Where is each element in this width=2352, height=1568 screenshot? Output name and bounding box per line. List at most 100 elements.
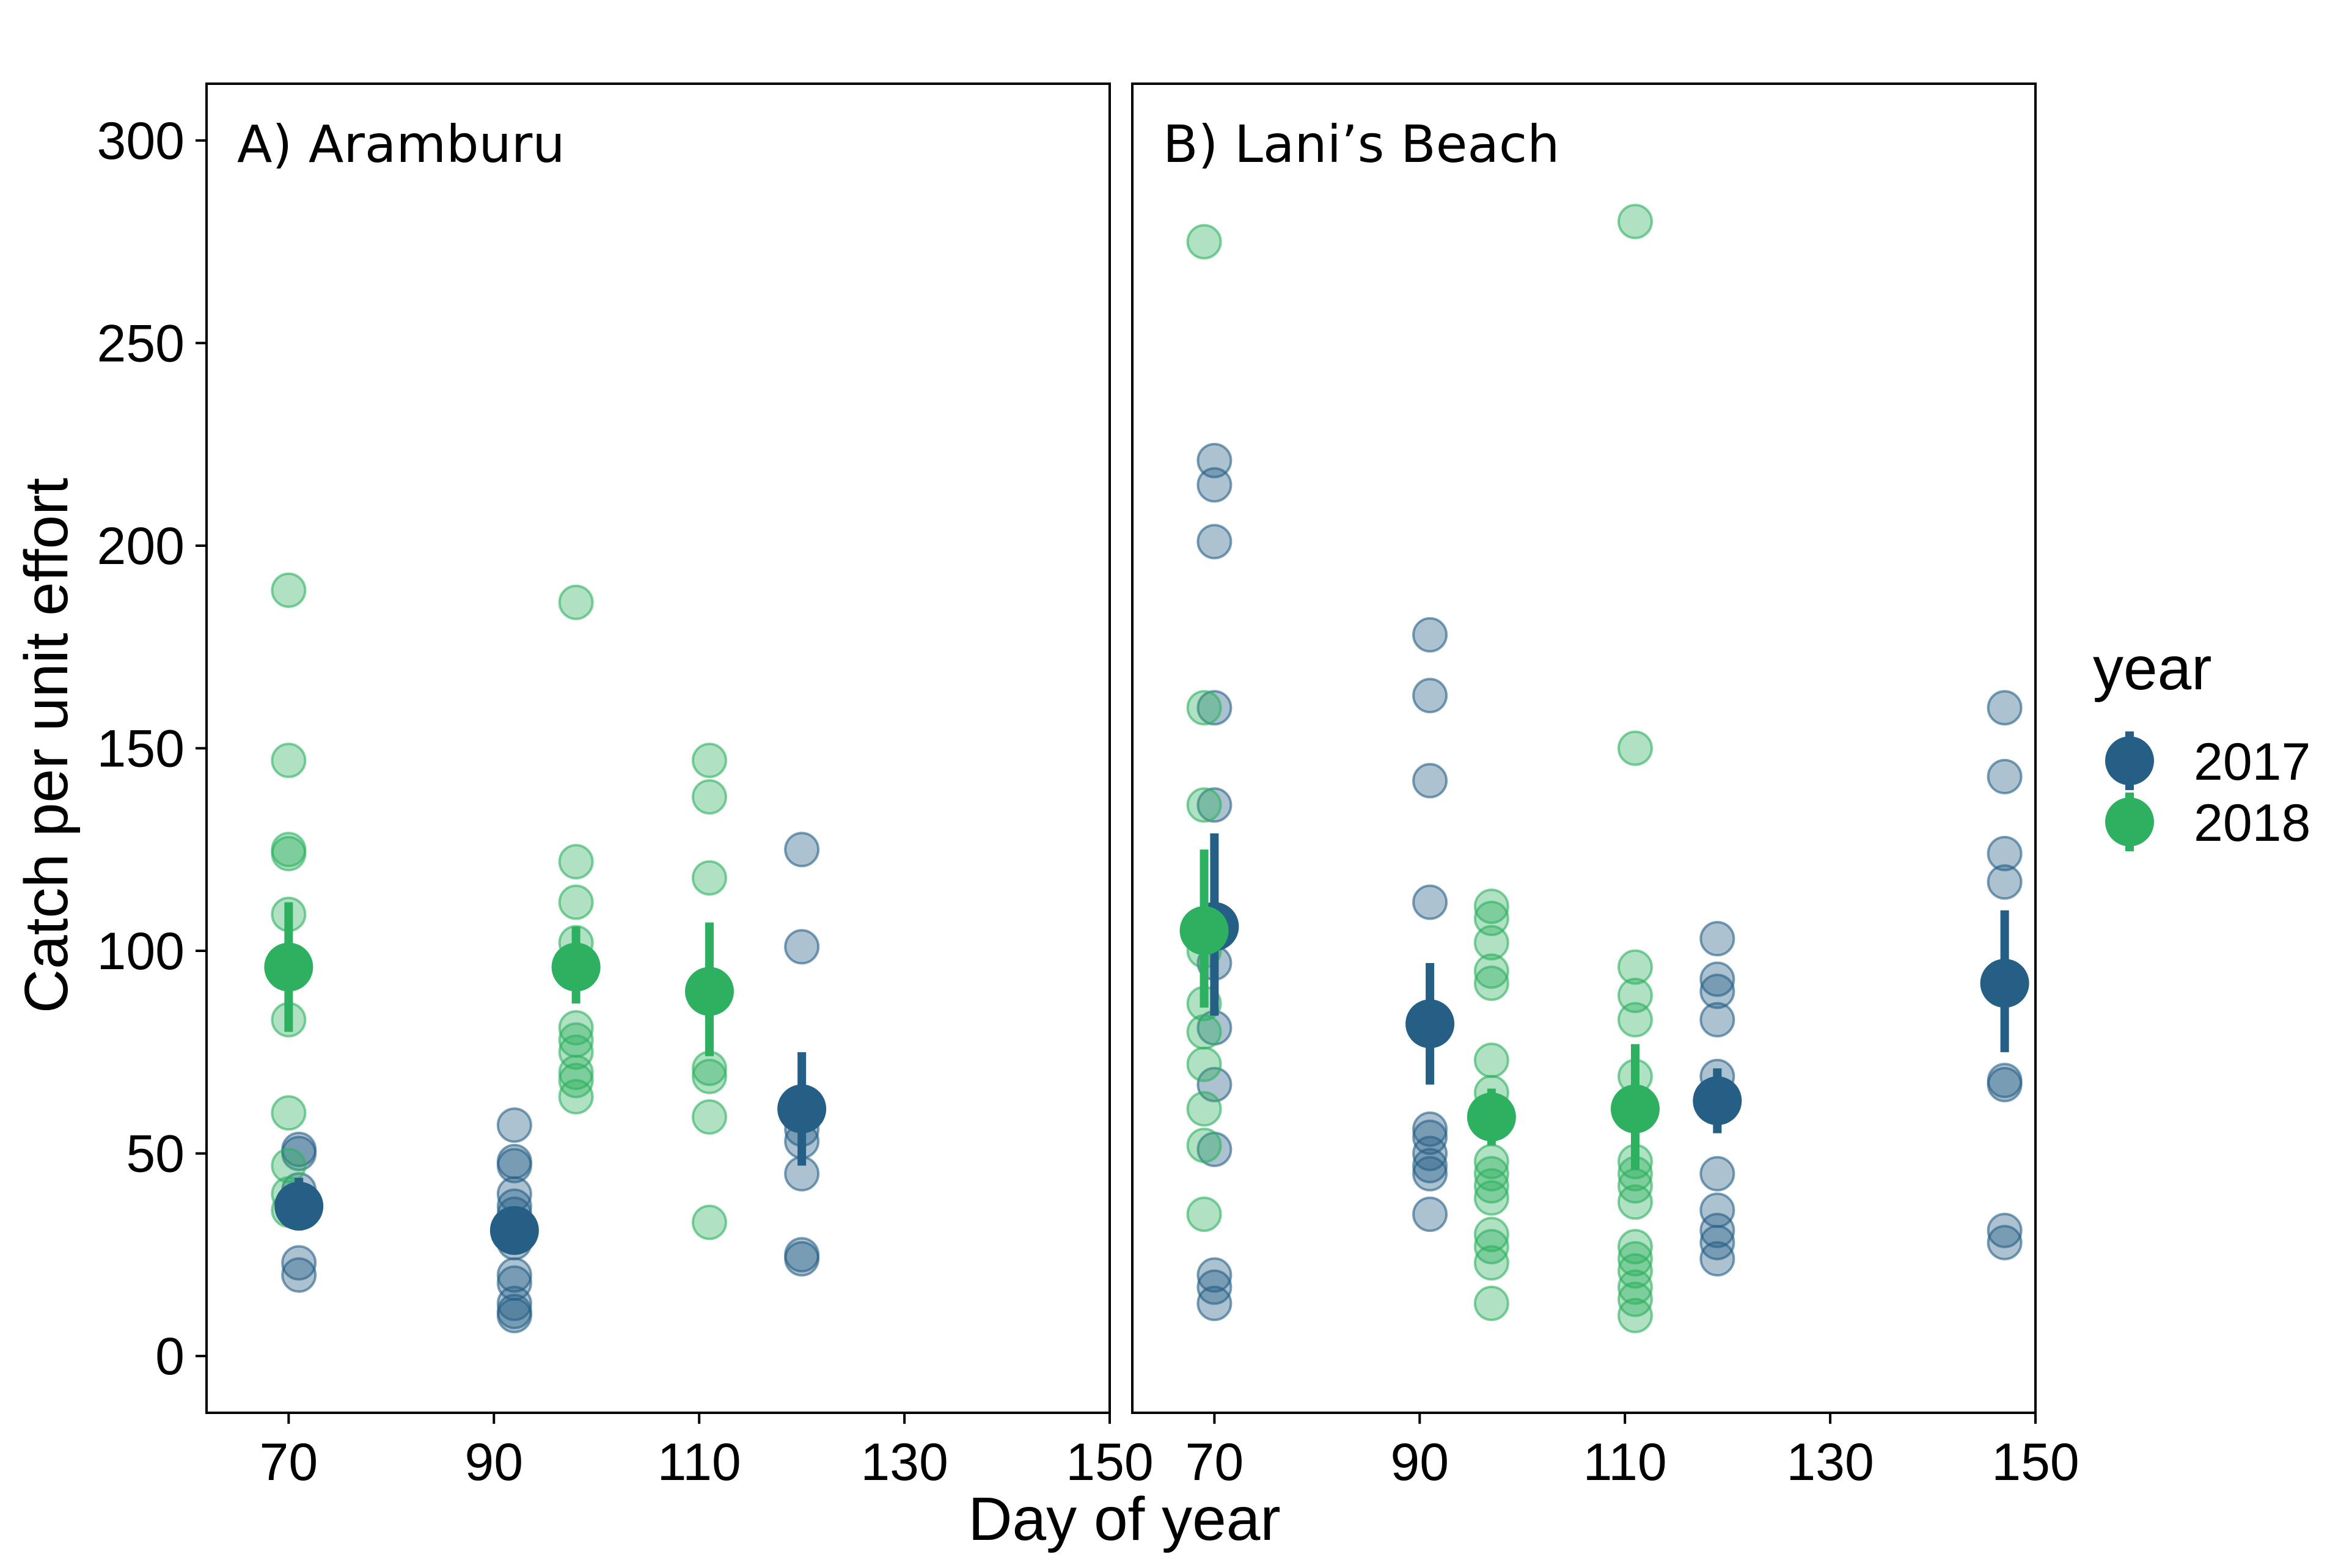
data-point — [271, 1095, 307, 1131]
data-point — [1196, 787, 1233, 823]
panel-b: B) Lani’s Beach 70 90 110 130 150 — [1131, 82, 2079, 1492]
data-point — [1196, 467, 1233, 503]
legend-key-dot — [2105, 797, 2154, 846]
x-tick-label: 150 — [1066, 1433, 1154, 1492]
x-tick-label: 150 — [1991, 1433, 2079, 1492]
data-point — [1196, 442, 1233, 478]
data-point — [691, 1058, 727, 1094]
data-point — [691, 779, 727, 815]
data-point — [1987, 1066, 2023, 1102]
data-point — [496, 1297, 532, 1333]
data-point — [558, 1054, 594, 1090]
x-tick-label: 110 — [658, 1433, 741, 1492]
y-tick-label: 250 — [97, 314, 185, 373]
x-tick-label: 130 — [1786, 1433, 1874, 1492]
data-point — [1987, 835, 2023, 871]
panel-title: A) Aramburu — [237, 114, 565, 174]
series-2018-means — [264, 902, 734, 1057]
data-point — [1473, 901, 1509, 937]
legend-label: 2018 — [2194, 794, 2310, 852]
x-tick-label: 70 — [1185, 1433, 1244, 1492]
series-2018-means — [1179, 849, 1660, 1170]
data-point — [1412, 884, 1448, 920]
legend-key-dot — [2105, 736, 2154, 785]
data-point — [1186, 787, 1222, 823]
data-point — [558, 584, 594, 620]
y-tick-label: 150 — [97, 720, 185, 779]
data-point — [1987, 864, 2023, 900]
x-tick-label: 70 — [260, 1433, 318, 1492]
y-tick-label: 50 — [126, 1125, 185, 1184]
panel-frame — [1131, 82, 2037, 1414]
data-point — [1186, 1127, 1222, 1163]
data-point — [1186, 1014, 1222, 1050]
data-point — [1473, 1156, 1509, 1192]
data-point — [281, 1257, 317, 1293]
data-point — [1196, 690, 1233, 726]
data-point — [1473, 1217, 1509, 1253]
mean-point — [1179, 906, 1229, 955]
data-point — [1412, 1196, 1448, 1233]
panel-title: B) Lani’s Beach — [1163, 114, 1559, 174]
data-point — [1617, 203, 1653, 240]
data-point — [1473, 1285, 1509, 1321]
panel-frame — [205, 82, 1111, 1414]
data-point — [1617, 1229, 1653, 1265]
legend-label: 2017 — [2194, 733, 2310, 791]
x-tick-label: 90 — [1390, 1433, 1449, 1492]
data-point — [1473, 1168, 1509, 1204]
mean-point — [684, 967, 734, 1016]
data-point — [271, 835, 307, 871]
data-point — [1412, 1135, 1448, 1171]
data-point — [691, 742, 727, 779]
data-point — [691, 1204, 727, 1240]
data-point — [1987, 690, 2023, 726]
panel-a: A) Aramburu 70 90 110 130 150 0 50 100 150 200 250 3… — [97, 82, 1154, 1492]
data-point — [1699, 973, 1735, 1009]
data-point — [496, 1257, 532, 1293]
data-point — [1699, 1212, 1735, 1248]
mean-point — [551, 942, 601, 992]
data-point — [1617, 1241, 1653, 1277]
data-point — [1186, 1196, 1222, 1233]
data-point — [1186, 1046, 1222, 1082]
legend-item-2017: 2017 — [2105, 731, 2310, 791]
data-point — [1412, 678, 1448, 714]
y-tick-label: 100 — [97, 922, 185, 981]
data-point — [1196, 1257, 1233, 1293]
mean-point — [264, 942, 313, 992]
data-point — [1617, 1002, 1653, 1038]
x-tick-label: 130 — [860, 1433, 948, 1492]
mean-point — [489, 1206, 539, 1255]
series-2017-means — [274, 1052, 827, 1255]
data-point — [1699, 1241, 1735, 1277]
data-point — [558, 1010, 594, 1046]
data-point — [691, 860, 727, 896]
data-point — [271, 572, 307, 608]
data-point — [1699, 961, 1735, 997]
data-point — [1186, 1091, 1222, 1127]
data-point — [1617, 1184, 1653, 1220]
data-point — [1617, 730, 1653, 766]
data-point — [784, 832, 820, 868]
data-point — [1412, 1156, 1448, 1192]
data-point — [1412, 1111, 1448, 1147]
data-point — [558, 1079, 594, 1115]
data-point — [1617, 1269, 1653, 1305]
data-point — [558, 1034, 594, 1070]
mean-point — [1980, 959, 2029, 1008]
legend-title: year — [2093, 634, 2212, 703]
data-point — [1473, 953, 1509, 989]
data-point — [1699, 1156, 1735, 1192]
data-point — [558, 884, 594, 920]
data-point — [496, 1285, 532, 1321]
mean-point — [1693, 1076, 1742, 1126]
data-point — [1699, 921, 1735, 957]
data-point — [1412, 617, 1448, 653]
data-point — [691, 1099, 727, 1135]
data-point — [558, 844, 594, 880]
data-point — [1617, 949, 1653, 985]
data-point — [496, 1107, 532, 1143]
data-point — [1473, 1245, 1509, 1281]
